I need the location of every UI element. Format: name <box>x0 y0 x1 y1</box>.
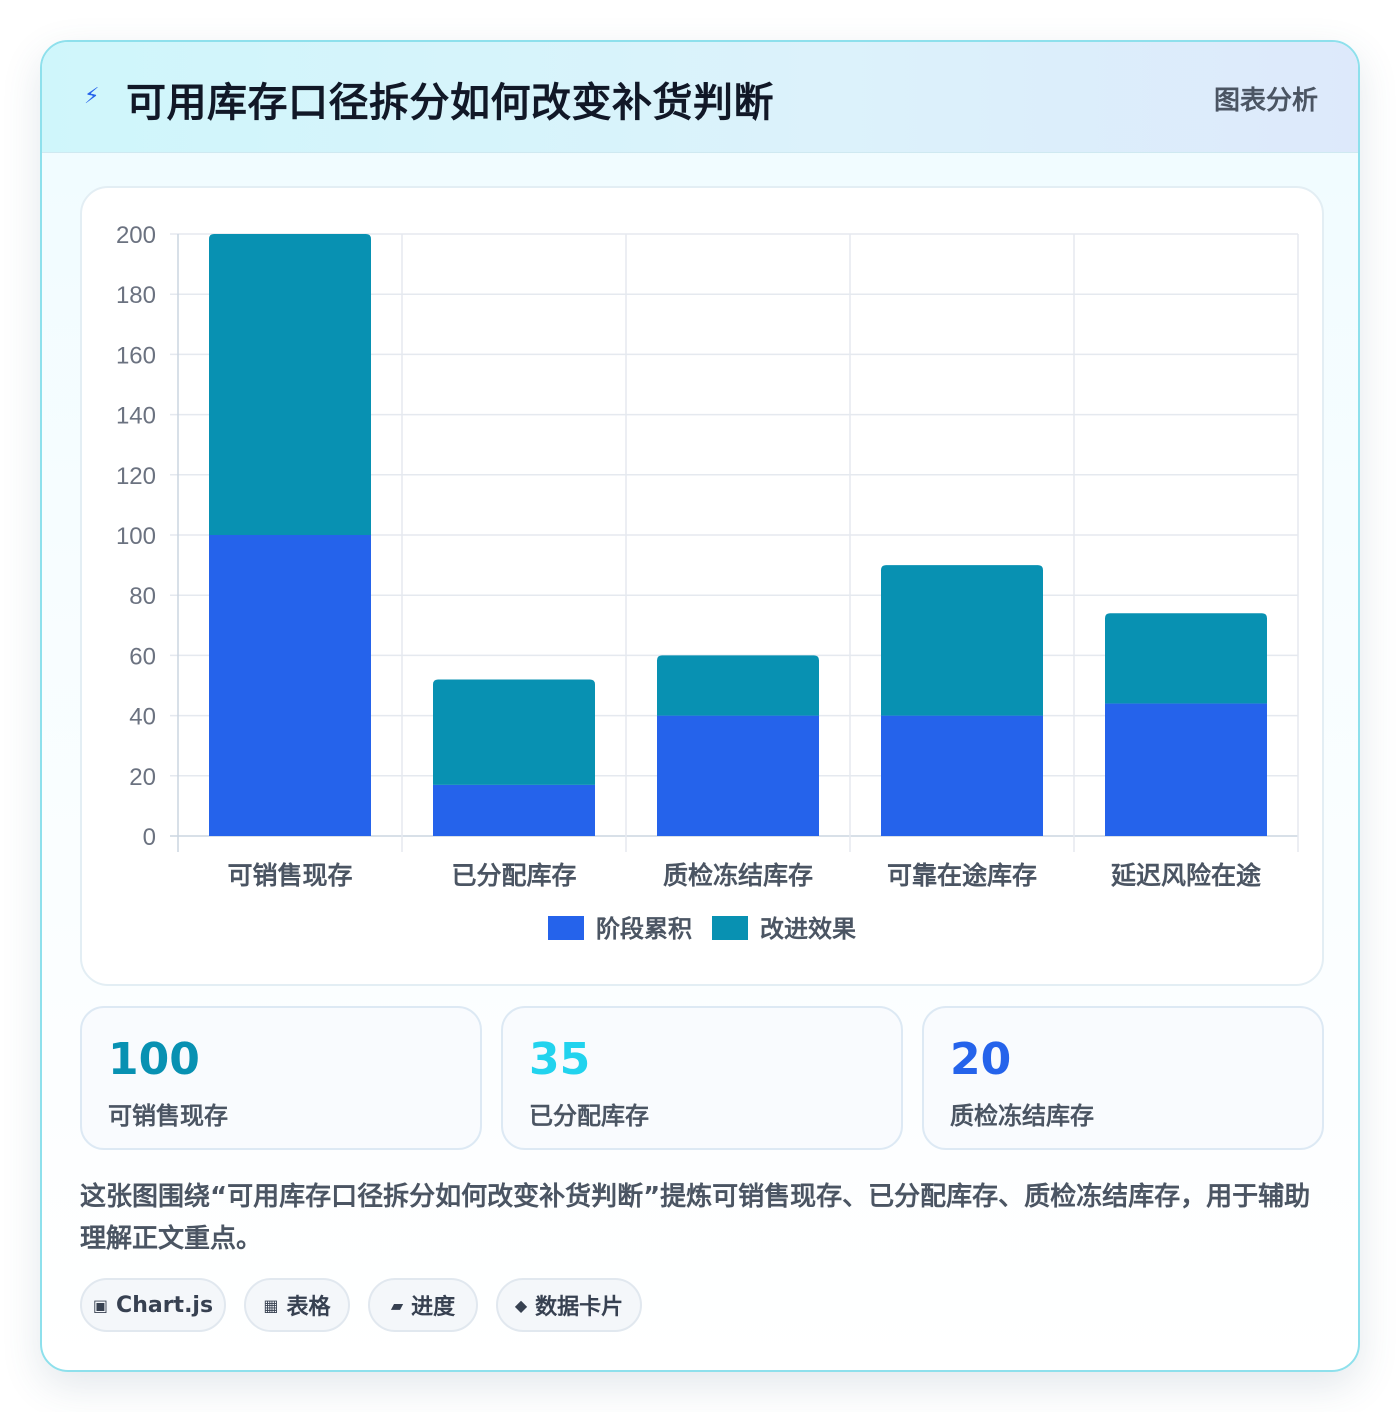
chart-card: ⚡ 可用库存口径拆分如何改变补货判断 图表分析 0 20 40 60 80 100 120 1… <box>40 40 1360 1372</box>
pill-progress[interactable]: ▰ 进度 <box>368 1278 478 1332</box>
x-tick-label: 已分配库存 <box>451 861 576 890</box>
bar-segment-1 <box>433 784 595 836</box>
pill-label: 进度 <box>411 1295 456 1320</box>
card-header: ⚡ 可用库存口径拆分如何改变补货判断 图表分析 <box>42 42 1358 153</box>
legend-label: 改进效果 <box>760 915 856 943</box>
table-grid-icon: ▦ <box>263 1295 279 1315</box>
stat-label: 质检冻结库存 <box>950 1102 1094 1130</box>
y-tick-label: 60 <box>129 643 156 670</box>
page-title: 可用库存口径拆分如何改变补货判断 <box>126 80 774 126</box>
y-tick-label: 80 <box>129 583 156 610</box>
bar-segment-1 <box>657 715 819 836</box>
progress-bar-icon: ▰ <box>390 1295 404 1315</box>
chart-analysis-tag: 图表分析 <box>1213 86 1318 116</box>
pill-table[interactable]: ▦ 表格 <box>244 1278 350 1332</box>
pill-chartjs[interactable]: ▣ Chart.js <box>80 1278 226 1332</box>
y-tick-label: 140 <box>116 403 156 430</box>
pill-data-card[interactable]: ◆ 数据卡片 <box>496 1278 642 1332</box>
stat-value: 35 <box>529 1034 591 1085</box>
stat-card-2: 35 已分配库存 <box>501 1006 903 1150</box>
x-tick-label: 可销售现存 <box>227 861 352 890</box>
y-tick-label: 160 <box>116 342 156 369</box>
chart-description: 这张图围绕“可用库存口径拆分如何改变补货判断”提炼可销售现存、已分配库存、质检冻… <box>80 1182 1311 1254</box>
bar-segment-1 <box>1105 703 1267 836</box>
bar-segment-2 <box>433 679 595 785</box>
bar-segment-2 <box>209 234 371 535</box>
stat-value: 20 <box>950 1034 1012 1085</box>
y-tick-label: 120 <box>116 463 156 490</box>
chart-square-icon: ▣ <box>92 1295 109 1315</box>
stat-label: 可销售现存 <box>108 1102 228 1130</box>
legend-swatch <box>548 916 584 940</box>
x-tick-label: 可靠在途库存 <box>887 861 1037 890</box>
pill-label: 数据卡片 <box>535 1295 624 1320</box>
y-tick-label: 40 <box>129 704 156 731</box>
legend-swatch <box>712 916 748 940</box>
y-tick-label: 20 <box>129 764 156 791</box>
chart-container: 0 20 40 60 80 100 120 140 160 180 200 可销售现存 已分配库存 质检冻… <box>80 186 1324 986</box>
pill-label: 表格 <box>286 1295 331 1320</box>
stat-card-3: 20 质检冻结库存 <box>922 1006 1324 1150</box>
diamond-icon: ◆ <box>514 1295 528 1315</box>
stat-card-1: 100 可销售现存 <box>80 1006 482 1150</box>
y-tick-label: 100 <box>116 523 156 550</box>
y-tick-label: 200 <box>116 222 156 249</box>
x-tick-label: 质检冻结库存 <box>663 861 813 890</box>
stat-label: 已分配库存 <box>529 1102 649 1130</box>
pill-label: Chart.js <box>116 1292 214 1318</box>
bar-segment-2 <box>1105 613 1267 704</box>
lightning-icon: ⚡ <box>84 84 100 109</box>
bar-segment-1 <box>881 715 1043 836</box>
y-tick-label: 180 <box>116 282 156 309</box>
legend-label: 阶段累积 <box>596 915 692 943</box>
y-tick-label: 0 <box>143 824 156 851</box>
bar-segment-2 <box>881 565 1043 716</box>
bar-segment-1 <box>209 535 371 836</box>
stat-value: 100 <box>108 1034 200 1085</box>
x-tick-label: 延迟风险在途 <box>1110 861 1262 890</box>
stacked-bar-chart: 0 20 40 60 80 100 120 140 160 180 200 可销售现存 已分配库存 质检冻… <box>116 222 1299 943</box>
bar-segment-2 <box>657 655 819 716</box>
